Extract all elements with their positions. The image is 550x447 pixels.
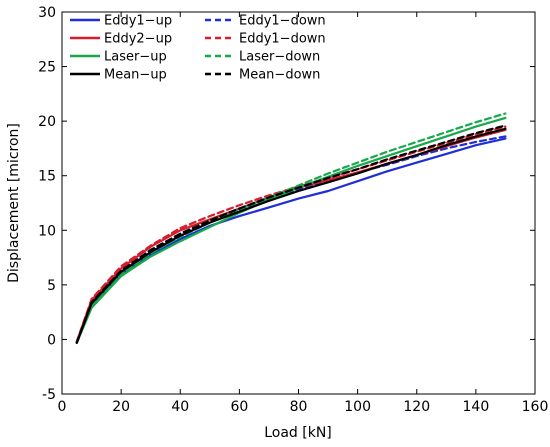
y-tick-label: 25 xyxy=(38,60,56,76)
legend-label: Mean−up xyxy=(104,68,167,83)
legend: Eddy1−up Eddy1−down Eddy2−up Eddy1−down Lase… xyxy=(70,14,326,83)
series-line-8 xyxy=(75,124,507,344)
y-tick-label: 5 xyxy=(47,278,56,294)
x-tick-label: 80 xyxy=(290,399,308,415)
series-line-5 xyxy=(75,116,507,344)
y-tick-label: 10 xyxy=(38,223,56,239)
series-line-6 xyxy=(75,112,507,344)
y-axis-title: Displacement [micron] xyxy=(6,123,22,283)
x-tick-label: 160 xyxy=(522,399,549,415)
y-tick-label: 30 xyxy=(38,5,56,21)
legend-label: Eddy1−down xyxy=(239,14,326,29)
series-lines xyxy=(75,112,507,344)
x-tick-label: 120 xyxy=(403,399,430,415)
y-tick-label: 0 xyxy=(47,332,56,348)
x-tick-label: 140 xyxy=(463,399,490,415)
plot-frame xyxy=(61,11,536,395)
legend-label: Laser−up xyxy=(104,50,167,65)
x-tick-label: 0 xyxy=(58,399,67,415)
x-tick-label: 20 xyxy=(112,399,130,415)
legend-label: Eddy2−up xyxy=(104,32,172,47)
legend-label: Eddy1−down xyxy=(239,32,326,47)
y-tick-label: 15 xyxy=(38,169,56,185)
x-tick-label: 100 xyxy=(344,399,371,415)
x-tick-label: 60 xyxy=(230,399,248,415)
series-line-7 xyxy=(75,127,507,344)
legend-label: Eddy1−up xyxy=(104,14,172,29)
x-tick-label: 40 xyxy=(171,399,189,415)
x-axis-title: Load [kN] xyxy=(264,425,332,441)
legend-label: Mean−down xyxy=(239,68,320,83)
legend-label: Laser−down xyxy=(239,50,320,65)
y-tick-label: -5 xyxy=(42,387,56,403)
y-tick-label: 20 xyxy=(38,114,56,130)
